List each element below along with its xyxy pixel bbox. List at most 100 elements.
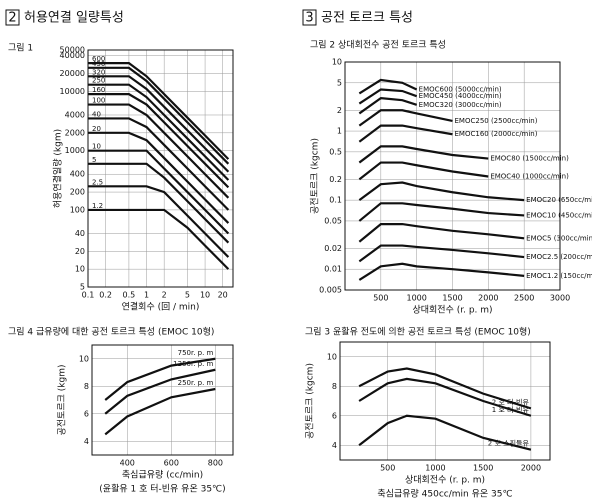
plot-frame xyxy=(344,61,561,291)
x-axis-label: 상대회전수 (r. p. m) xyxy=(412,305,492,316)
heading: 공전 토르크 특성 xyxy=(321,11,413,26)
series-label: EMOC450 (4000cc/min) xyxy=(419,92,502,100)
x-tick-label: 5 xyxy=(185,291,190,300)
chart-title: 그림 4 급유량에 대한 공전 토르크 특성 (EMOC 10형) xyxy=(8,326,214,338)
heading: 허용연결 일량특성 xyxy=(24,11,124,26)
x-axis-label: 상대회전수 (r. p. m) xyxy=(405,475,485,486)
x-tick-label: 500 xyxy=(373,294,388,303)
y-tick-label: 2 xyxy=(337,106,342,115)
curve xyxy=(104,368,216,415)
series-label: 100 xyxy=(92,97,105,105)
series-label: 320 xyxy=(92,68,105,76)
series-label: 2 호 스핀들유 xyxy=(488,439,530,448)
curve xyxy=(358,109,453,127)
x-axis-label: 축심급유량 (cc/min) xyxy=(122,469,203,481)
heading-number: 2 xyxy=(8,11,16,26)
curve xyxy=(88,103,230,199)
series-label: EMOC2.5 (200cc/min) xyxy=(526,253,592,261)
x-tick-label: 0.1 xyxy=(82,291,95,300)
curve xyxy=(88,66,230,165)
plot-frame xyxy=(87,49,234,288)
x-tick-label: 2000 xyxy=(521,464,541,473)
series-label: 40 xyxy=(92,110,101,118)
series-label: EMOC1.2 (150cc/min) xyxy=(526,272,592,280)
plot-frame xyxy=(339,341,551,461)
y-tick-label: 0.05 xyxy=(324,216,342,225)
y-tick-label: 0.2 xyxy=(329,175,342,184)
y-tick-label: 0.01 xyxy=(324,265,342,274)
curve xyxy=(88,75,230,173)
y-tick-label: 10000 xyxy=(60,87,85,96)
series-label: 20 xyxy=(92,125,101,133)
curve xyxy=(358,222,525,243)
plot-frame xyxy=(91,344,234,456)
y-tick-label: 100 xyxy=(70,205,85,214)
x-tick-label: 1 xyxy=(144,291,149,300)
y-tick-label: 4 xyxy=(84,437,89,446)
x-tick-label: 0.2 xyxy=(99,291,112,300)
curve xyxy=(88,117,230,211)
y-axis-label: 허용연결일량 (kgm) xyxy=(52,129,64,208)
heading-box xyxy=(5,9,20,26)
y-tick-label: 2000 xyxy=(65,128,85,137)
x-tick-label: 0.5 xyxy=(123,291,136,300)
series-label: EMOC80 (1500cc/min) xyxy=(490,155,569,163)
curve xyxy=(88,83,230,181)
series-label: EMOC5 (300cc/min) xyxy=(526,234,592,242)
series-label: 2.5 xyxy=(92,178,103,186)
curve xyxy=(358,377,532,417)
y-tick-label: 200 xyxy=(70,188,85,197)
y-tick-label: 0.1 xyxy=(329,196,342,205)
series-label: 10 xyxy=(92,143,101,151)
y-tick-label: 10 xyxy=(75,265,85,274)
x-tick-label: 400 xyxy=(120,459,135,468)
series-label: 250 xyxy=(92,77,105,85)
y-tick-label: 6 xyxy=(84,409,89,418)
y-tick-label: 400 xyxy=(70,170,85,179)
series-label: 160 xyxy=(92,86,105,94)
series-label: EMOC40 (1000cc/min) xyxy=(490,172,569,180)
y-tick-label: 50000 xyxy=(60,46,85,55)
curve xyxy=(358,202,525,222)
curve xyxy=(88,208,230,270)
curve xyxy=(88,162,230,244)
y-axis-label: 공전토르크 (kgcm) xyxy=(305,363,316,439)
y-tick-label: 10 xyxy=(332,58,342,67)
y-tick-label: 4 xyxy=(332,441,337,450)
curve xyxy=(358,367,532,410)
y-tick-label: 40000 xyxy=(60,51,85,60)
series-label: 2 호 터-빈유 xyxy=(492,397,530,406)
curve xyxy=(104,387,216,436)
x-tick-label: 500 xyxy=(380,464,395,473)
y-axis-label: 공전토르크 (kgm) xyxy=(57,365,68,436)
x-tick-label: 2 xyxy=(162,291,167,300)
chart-title: 그림 1 xyxy=(8,42,33,54)
curve xyxy=(358,414,532,451)
curve xyxy=(88,131,230,224)
y-tick-label: 8 xyxy=(332,382,337,391)
series-label: 250r. p. m xyxy=(178,379,214,387)
y-tick-label: 0.005 xyxy=(319,286,342,295)
y-tick-label: 10 xyxy=(327,352,337,361)
chart-title: 그림 3 윤활유 전도에 의한 공전 토르크 특성 (EMOC 10형) xyxy=(305,326,531,338)
y-axis-label: 공전토르크 (kgcm) xyxy=(310,138,321,214)
y-tick-label: 0.5 xyxy=(329,147,342,156)
curve xyxy=(358,262,525,281)
curve xyxy=(358,145,489,164)
x-tick-label: 20 xyxy=(218,291,228,300)
series-label: 450 xyxy=(92,60,105,68)
series-label: 5 xyxy=(92,156,96,164)
series-label: EMOC10 (450cc/min) xyxy=(526,211,592,219)
x-axis-label: 연결회수 (回 / min) xyxy=(122,302,200,313)
x-tick-label: 1500 xyxy=(442,294,462,303)
series-label: EMOC320 (3000cc/min) xyxy=(419,101,502,109)
x-tick-label: 3000 xyxy=(550,294,570,303)
series-label: EMOC20 (650cc/min) xyxy=(526,196,592,204)
series-label: 1250r. p. m xyxy=(173,360,213,368)
x-tick-label: 2000 xyxy=(478,294,498,303)
series-label: 1.2 xyxy=(92,202,103,210)
x-tick-label: 1000 xyxy=(406,294,426,303)
y-tick-label: 6 xyxy=(332,411,337,420)
footnote: 축심급유량 450cc/min 유온 35℃ xyxy=(377,488,512,500)
